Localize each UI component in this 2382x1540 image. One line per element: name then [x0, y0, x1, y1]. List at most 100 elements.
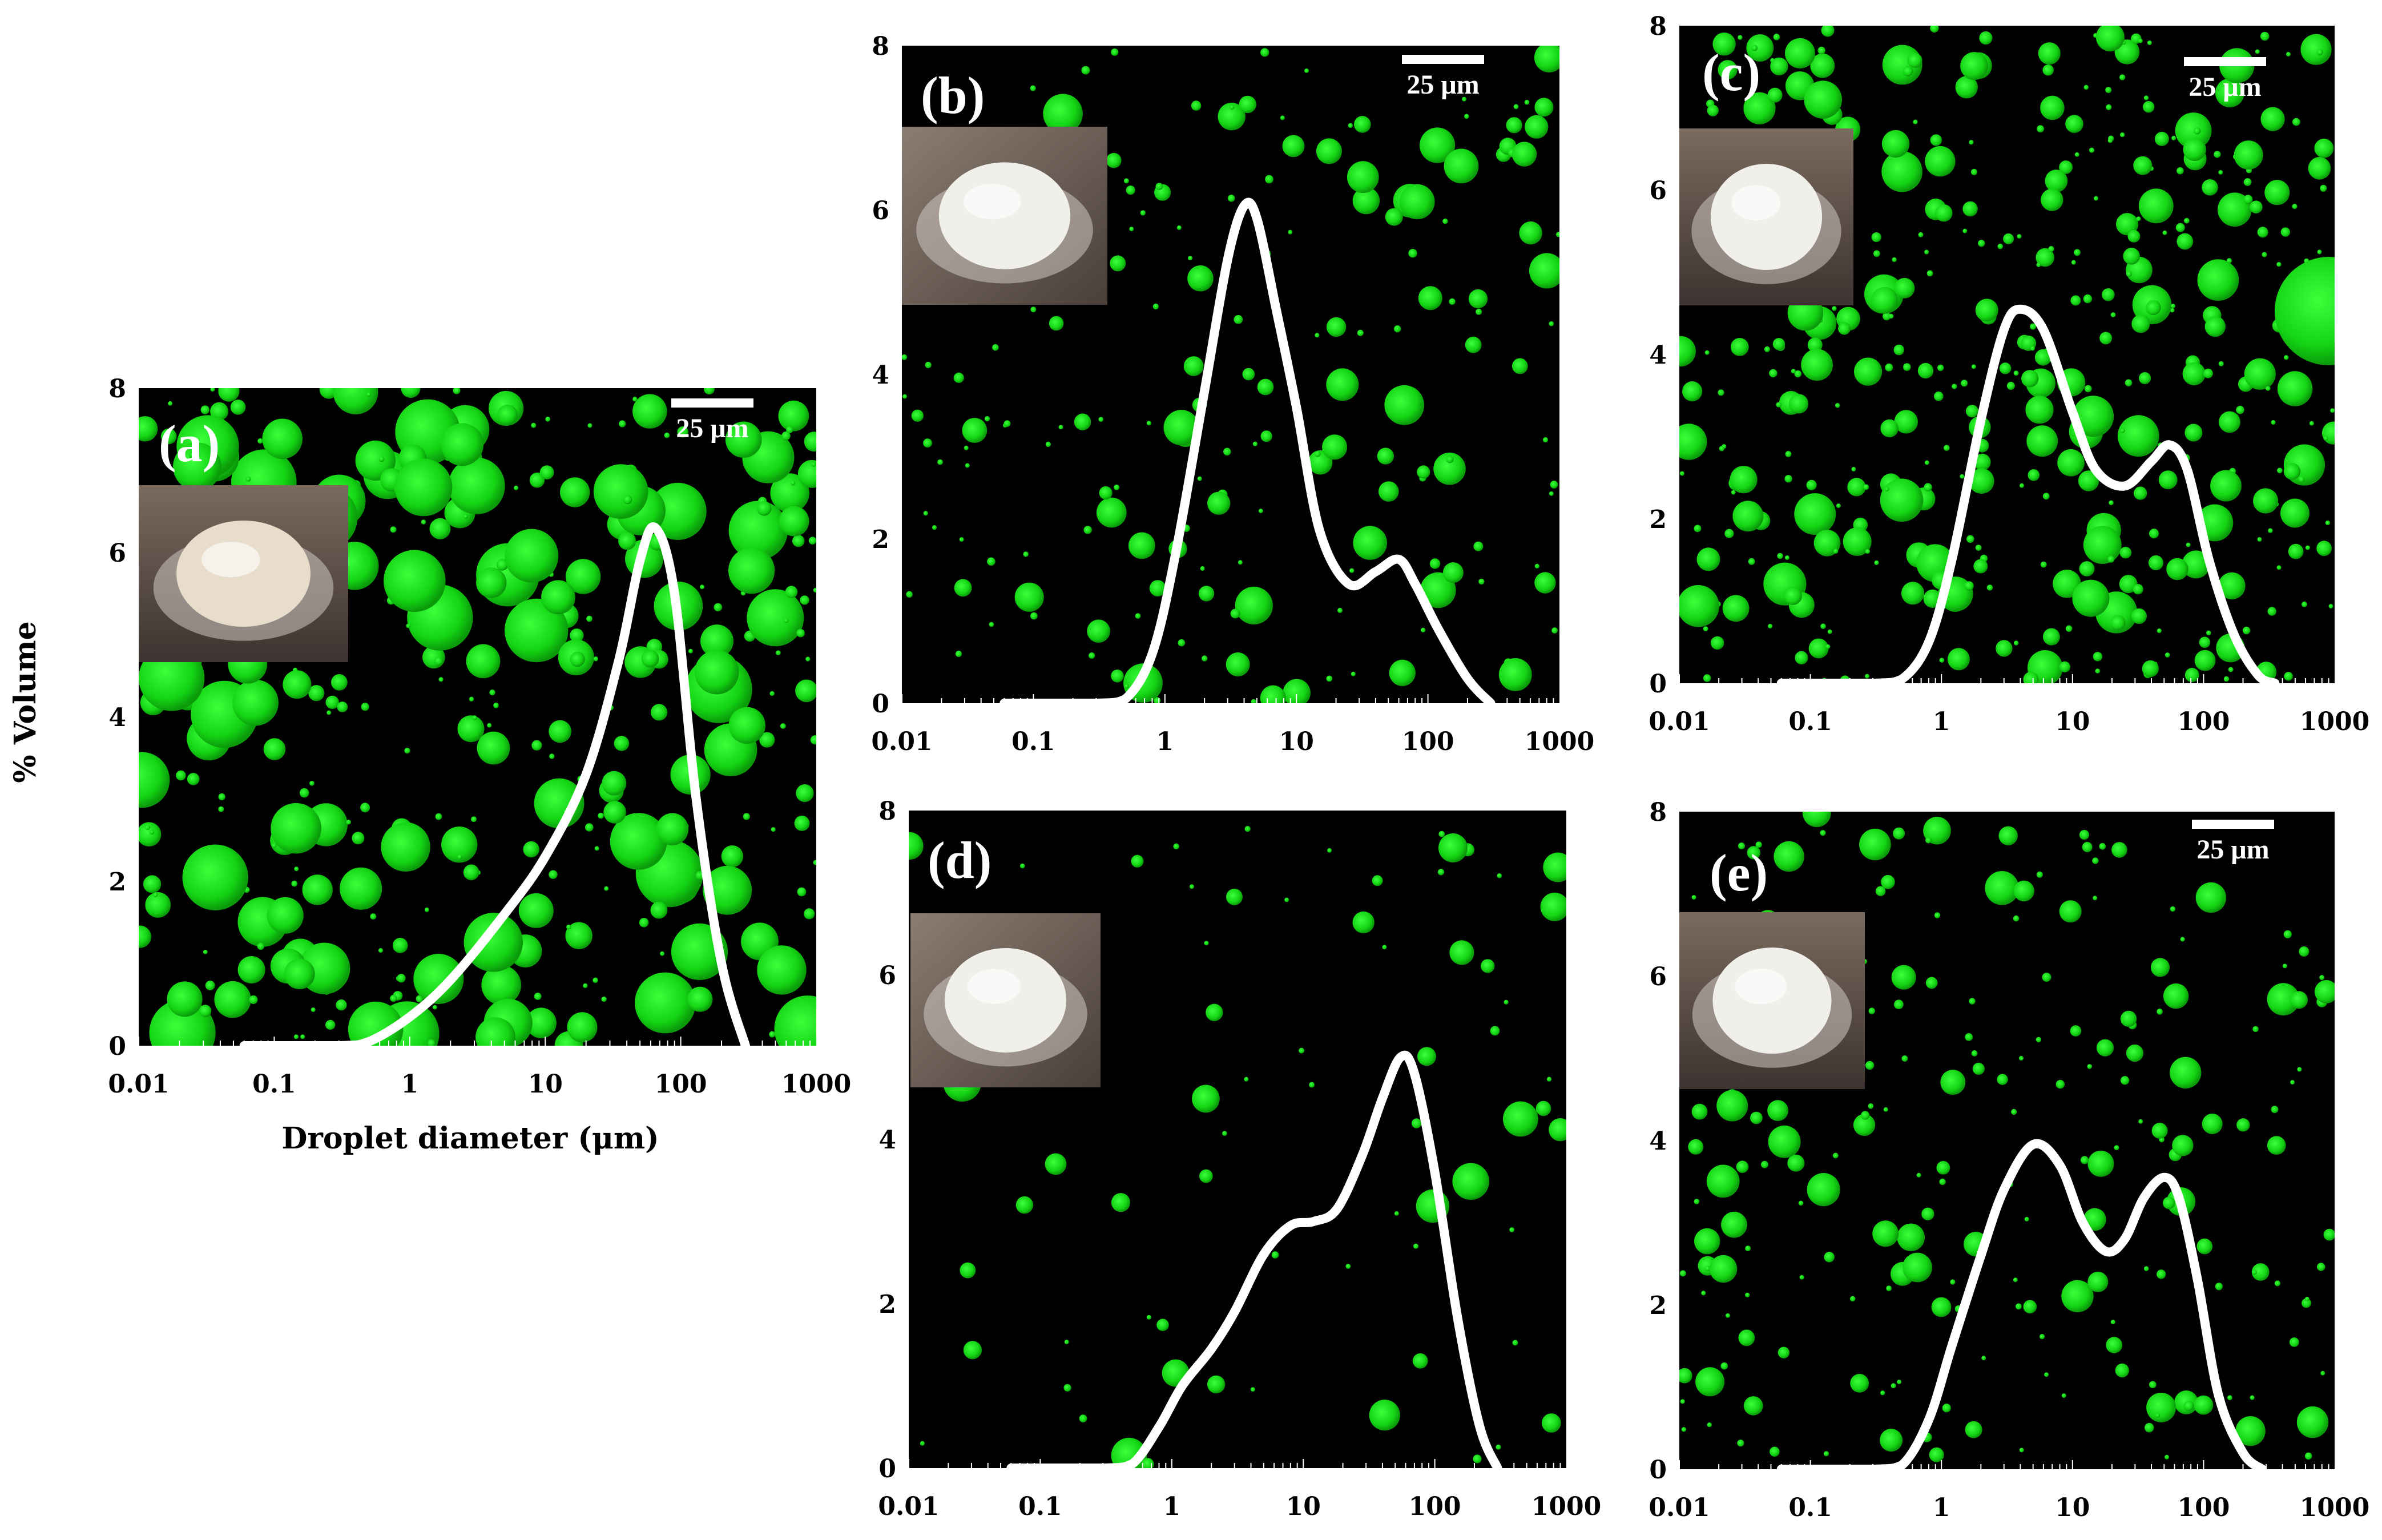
droplet: [2280, 498, 2310, 528]
droplet: [2023, 1300, 2037, 1314]
droplet: [2154, 131, 2169, 146]
droplet: [457, 715, 485, 743]
droplet: [1250, 1387, 1255, 1392]
droplet: [139, 416, 158, 442]
droplet: [176, 770, 186, 781]
droplet: [257, 942, 265, 950]
droplet: [1083, 526, 1092, 534]
droplet: [1903, 66, 1913, 76]
droplet: [1750, 1111, 1763, 1124]
droplet: [1931, 1297, 1952, 1317]
droplet: [1704, 1265, 1711, 1272]
droplet: [2138, 38, 2143, 43]
droplet: [1550, 481, 1558, 489]
droplet: [2317, 249, 2322, 255]
droplet: [2074, 152, 2079, 157]
scale-bar: 25 μm: [1402, 55, 1484, 100]
droplet: [2162, 230, 2167, 235]
droplet: [1030, 85, 1036, 91]
sample-photo: [910, 913, 1101, 1087]
droplet: [1726, 1313, 1730, 1318]
droplet: [1784, 475, 1792, 483]
droplet: [1833, 549, 1839, 554]
droplet: [1868, 1007, 1875, 1014]
droplet: [453, 388, 461, 394]
droplet: [1787, 1154, 1805, 1172]
droplet: [2143, 95, 2149, 100]
droplet: [2055, 1079, 2065, 1089]
droplet: [1504, 999, 1509, 1005]
droplet: [1872, 1220, 1899, 1247]
droplet: [2034, 349, 2051, 366]
droplet: [2277, 467, 2283, 474]
droplet: [565, 922, 593, 949]
droplet: [677, 426, 688, 438]
droplet: [1696, 547, 1720, 571]
droplet: [932, 525, 937, 530]
droplet: [804, 432, 816, 452]
droplet: [1694, 1228, 1720, 1255]
droplet: [2003, 233, 2014, 244]
droplet: [472, 715, 477, 720]
droplet: [586, 615, 593, 622]
droplet: [1999, 362, 2012, 374]
droplet: [2210, 470, 2242, 502]
droplet-field: [902, 46, 1559, 703]
droplet: [2184, 424, 2203, 442]
droplet: [2019, 1448, 2024, 1453]
droplet: [463, 514, 468, 519]
droplet: [2199, 636, 2211, 648]
droplet: [1202, 655, 1208, 662]
droplet: [1222, 1131, 1227, 1136]
sample-photo: [902, 127, 1107, 305]
droplet: [2202, 1114, 2223, 1134]
droplet: [2042, 493, 2050, 500]
x-tick-label: 10: [2055, 1493, 2090, 1522]
droplet: [2257, 537, 2262, 542]
y-tick-label: 4: [1649, 341, 1667, 370]
droplet: [2089, 147, 2095, 153]
droplet: [1023, 551, 1029, 557]
droplet: [2044, 1372, 2049, 1377]
droplet: [1230, 104, 1235, 110]
droplet: [518, 893, 554, 928]
droplet: [1314, 450, 1321, 457]
droplet: [2084, 385, 2092, 393]
y-tick-label: 0: [1649, 670, 1667, 699]
droplet: [1481, 959, 1495, 973]
droplet: [1417, 1047, 1436, 1066]
droplet: [1238, 560, 1243, 565]
droplet: [1111, 670, 1124, 683]
droplet: [230, 400, 246, 415]
droplet: [378, 948, 384, 953]
droplet: [964, 445, 969, 450]
droplet: [2316, 541, 2332, 557]
droplet: [1961, 380, 1968, 387]
droplet: [2299, 946, 2310, 957]
droplet: [1880, 1429, 1903, 1452]
droplet: [1952, 384, 1957, 389]
droplet: [1124, 683, 1129, 689]
droplet: [1679, 1270, 1686, 1277]
droplet: [1206, 1003, 1223, 1022]
droplet: [725, 421, 762, 458]
droplet: [721, 845, 744, 868]
droplet: [2131, 315, 2150, 333]
droplet: [2204, 316, 2226, 337]
droplet: [1408, 249, 1417, 258]
droplet: [560, 477, 590, 507]
droplet: [2165, 652, 2170, 658]
droplet: [1970, 168, 1978, 175]
droplet: [1965, 1421, 1982, 1438]
droplet: [1081, 66, 1090, 75]
droplet: [1043, 94, 1083, 134]
droplet: [1836, 503, 1841, 508]
droplet: [1542, 437, 1549, 443]
droplet: [262, 418, 303, 459]
droplet: [1981, 1356, 1986, 1361]
droplet: [2284, 672, 2293, 681]
droplet: [1189, 884, 1194, 889]
droplet: [813, 860, 816, 865]
droplet: [1003, 420, 1011, 427]
droplet: [1738, 842, 1746, 850]
